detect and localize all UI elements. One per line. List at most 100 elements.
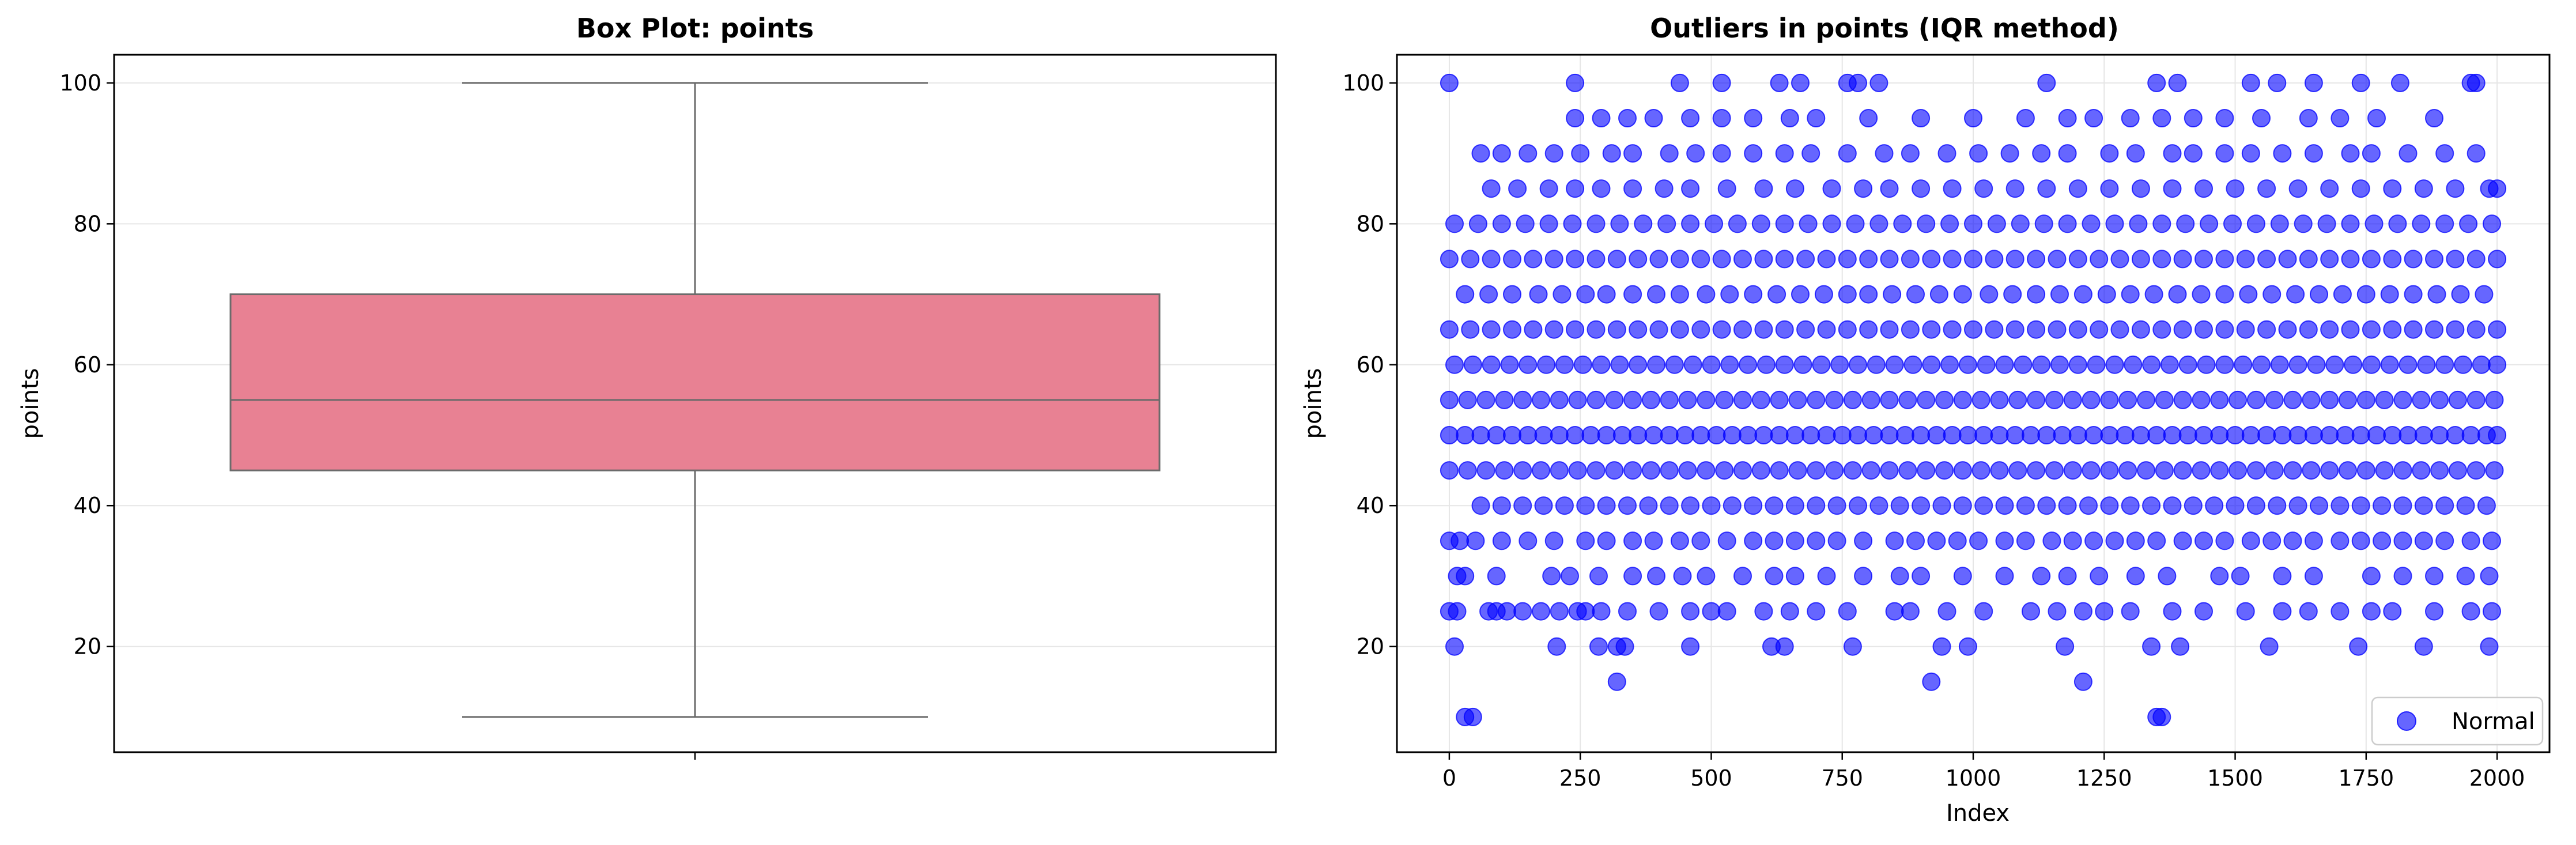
- scatter-point: [2121, 285, 2140, 304]
- scatter-point: [2446, 320, 2465, 339]
- scatter-point: [1974, 496, 1993, 515]
- scatter-point: [2472, 355, 2491, 374]
- box-plot-y-ticks: 20 40 60 80 100: [59, 70, 114, 659]
- scatter-point: [2095, 602, 2114, 621]
- scatter-point: [1895, 426, 1914, 444]
- scatter-point: [1958, 637, 1977, 656]
- scatter-point: [2339, 461, 2357, 480]
- scatter-x-tick-label-1500: 1500: [2207, 765, 2263, 791]
- scatter-point: [2351, 496, 2370, 515]
- scatter-point: [2118, 390, 2137, 409]
- scatter-point: [2383, 602, 2402, 621]
- scatter-point: [1576, 496, 1595, 515]
- scatter-point: [2414, 496, 2433, 515]
- scatter-point: [2393, 390, 2412, 409]
- scatter-x-tick-label-2000: 2000: [2469, 765, 2525, 791]
- box-y-tick-label-20: 20: [74, 634, 101, 659]
- scatter-point: [2263, 531, 2282, 550]
- scatter-point: [2194, 250, 2213, 269]
- scatter-point: [1880, 390, 1899, 409]
- scatter-point: [1744, 531, 1763, 550]
- scatter-point: [1869, 496, 1888, 515]
- scatter-point: [1566, 250, 1585, 269]
- scatter-point: [2404, 285, 2423, 304]
- scatter-point: [2137, 461, 2155, 480]
- scatter-x-tick-label-1000: 1000: [1946, 765, 2001, 791]
- scatter-point: [2058, 567, 2077, 586]
- scatter-point: [1440, 320, 1459, 339]
- scatter-point: [2252, 109, 2271, 127]
- scatter-point: [2073, 602, 2092, 621]
- scatter-point: [1587, 390, 1606, 409]
- scatter-point: [1859, 250, 1878, 269]
- scatter-point: [2226, 179, 2245, 198]
- scatter-point: [1597, 426, 1616, 444]
- scatter-point: [1697, 461, 1716, 480]
- scatter-point: [2260, 637, 2279, 656]
- scatter-point: [1940, 214, 1959, 233]
- scatter-point: [1849, 496, 1867, 515]
- scatter-point: [1566, 320, 1585, 339]
- scatter-point: [1833, 426, 1852, 444]
- scatter-point: [2349, 637, 2368, 656]
- scatter-point: [1445, 214, 1464, 233]
- scatter-point: [1744, 285, 1763, 304]
- scatter-point: [2488, 426, 2507, 444]
- scatter-point: [2246, 461, 2265, 480]
- scatter-point: [2430, 426, 2449, 444]
- scatter-point: [1974, 602, 1993, 621]
- scatter-point: [1670, 73, 1689, 92]
- scatter-point: [1623, 285, 1642, 304]
- scatter-point: [2404, 250, 2423, 269]
- scatter-point: [2341, 144, 2360, 163]
- scatter-point: [1717, 179, 1736, 198]
- scatter-point: [1463, 707, 1482, 726]
- scatter-point: [1775, 320, 1794, 339]
- scatter-point: [1751, 390, 1770, 409]
- scatter-point: [1644, 109, 1663, 127]
- scatter-point: [2288, 496, 2307, 515]
- scatter-point: [1660, 144, 1679, 163]
- scatter-point: [2399, 144, 2418, 163]
- scatter-point: [2058, 496, 2077, 515]
- scatter-point: [1830, 355, 1849, 374]
- scatter-point: [1500, 355, 1519, 374]
- scatter-point: [1827, 496, 1846, 515]
- scatter-point: [2210, 461, 2229, 480]
- scatter-point: [1791, 285, 1810, 304]
- scatter-point: [1647, 567, 1665, 586]
- scatter-point: [2090, 320, 2109, 339]
- scatter-point: [1995, 496, 2014, 515]
- scatter-point: [2058, 109, 2077, 127]
- scatter-point: [1906, 531, 1925, 550]
- scatter-point: [2390, 73, 2409, 92]
- scatter-point: [2079, 496, 2098, 515]
- scatter-point: [2286, 285, 2305, 304]
- scatter-point: [2373, 531, 2392, 550]
- scatter-point: [2331, 602, 2350, 621]
- scatter-plot-title: Outliers in points (IQR method): [1650, 13, 2119, 44]
- scatter-point: [2100, 390, 2119, 409]
- box-y-tick-label-60: 60: [74, 352, 101, 378]
- scatter-point: [2488, 320, 2507, 339]
- scatter-point: [2380, 285, 2399, 304]
- box-plot-y-label: points: [17, 368, 44, 439]
- scatter-point: [1861, 390, 1880, 409]
- scatter-point: [1702, 496, 1721, 515]
- scatter-point: [2485, 461, 2504, 480]
- scatter-point: [2414, 179, 2433, 198]
- scatter-point: [2461, 531, 2480, 550]
- scatter-point: [2299, 109, 2318, 127]
- scatter-point: [2467, 250, 2486, 269]
- scatter-point: [2045, 390, 2064, 409]
- scatter-point: [1550, 461, 1569, 480]
- scatter-x-tick-label-0: 0: [1442, 765, 1456, 791]
- scatter-point: [1720, 355, 1739, 374]
- scatter-point: [1676, 426, 1694, 444]
- scatter-point: [1542, 567, 1561, 586]
- scatter-point: [2304, 567, 2323, 586]
- scatter-point: [2325, 355, 2344, 374]
- scatter-point: [1445, 355, 1464, 374]
- scatter-point: [2344, 355, 2363, 374]
- scatter-point: [2299, 602, 2318, 621]
